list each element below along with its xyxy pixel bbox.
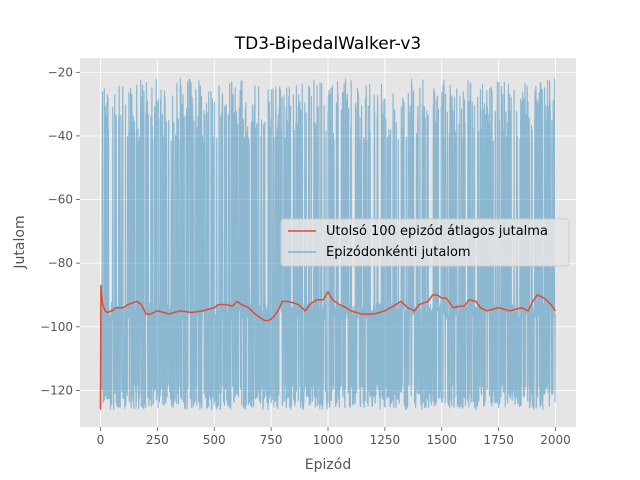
x-tick-label: 500	[203, 433, 226, 447]
average-reward-line	[99, 284, 557, 410]
y-tick-label: −120	[40, 383, 73, 397]
legend-label-average: Utolsó 100 epizód átlagos jutalma	[326, 224, 548, 239]
average-reward-series	[99, 284, 557, 410]
y-axis-label: Jutalom	[12, 215, 28, 269]
legend-box	[280, 218, 570, 267]
x-axis-label: Epizód	[305, 457, 351, 473]
legend-label-episode: Epizódonkénti jutalom	[326, 245, 471, 260]
y-tick-label: −80	[48, 256, 73, 270]
x-tick-label: 0	[97, 433, 105, 447]
x-tick-label: 1500	[426, 433, 457, 447]
x-tick-label: 250	[146, 433, 169, 447]
y-tick-label: −40	[48, 129, 73, 143]
y-axis-ticks: −120 −100 −80 −60 −40 −20	[40, 65, 80, 397]
x-tick-label: 2000	[540, 433, 571, 447]
y-tick-label: −20	[48, 65, 73, 79]
x-axis-ticks: 0 250 500 750 1000 1250 1500 1750 2000	[97, 427, 571, 447]
y-tick-label: −60	[48, 193, 73, 207]
chart-title: TD3-BipedalWalker-v3	[234, 34, 421, 54]
legend: Utolsó 100 epizód átlagos jutalma Epizód…	[280, 218, 570, 267]
x-tick-label: 1750	[483, 433, 514, 447]
x-tick-label: 1000	[313, 433, 344, 447]
x-tick-label: 750	[260, 433, 283, 447]
y-tick-label: −100	[40, 320, 73, 334]
x-tick-label: 1250	[370, 433, 401, 447]
